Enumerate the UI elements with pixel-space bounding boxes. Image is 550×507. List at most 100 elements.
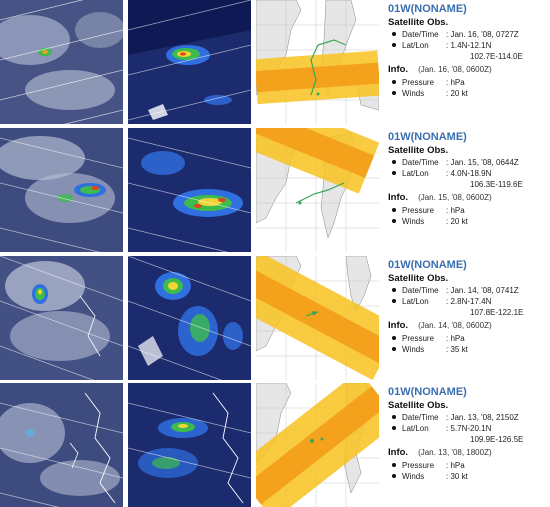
infrared-cloud-image[interactable] bbox=[0, 256, 123, 380]
winds-label: Winds bbox=[402, 345, 425, 354]
latlon-item: Lat/Lon : 4.0N-18.9N bbox=[392, 169, 491, 179]
datetime-value: : Jan. 16, '08, 0727Z bbox=[446, 30, 519, 39]
datetime-label: Date/Time bbox=[402, 286, 439, 295]
storm-info-panel: 01W(NONAME) Satellite Obs. Date/Time : Ja… bbox=[384, 0, 550, 124]
bullet-icon bbox=[392, 462, 396, 467]
swath-coverage-map[interactable] bbox=[256, 383, 379, 507]
winds-label: Winds bbox=[402, 217, 425, 226]
microwave-rain-image[interactable] bbox=[128, 128, 251, 252]
datetime-label: Date/Time bbox=[402, 413, 439, 422]
storm-info-panel: 01W(NONAME) Satellite Obs. Date/Time : Ja… bbox=[384, 383, 550, 507]
bullet-icon bbox=[392, 159, 396, 164]
satellite-obs-header: Satellite Obs. bbox=[388, 17, 449, 28]
bullet-icon bbox=[392, 170, 396, 175]
winds-item: Winds : 20 kt bbox=[392, 89, 468, 99]
datetime-item: Date/Time : Jan. 15, '08, 0644Z bbox=[392, 158, 519, 168]
info-label: Info. bbox=[388, 447, 409, 458]
info-label: Info. bbox=[388, 192, 409, 203]
obs-row-4: 01W(NONAME) Satellite Obs. Date/Time : Ja… bbox=[0, 383, 550, 507]
microwave-rain-image[interactable] bbox=[128, 0, 251, 124]
pressure-label: Pressure bbox=[402, 78, 435, 87]
winds-item: Winds : 35 kt bbox=[392, 345, 468, 355]
latlon-item: Lat/Lon : 5.7N-20.1N bbox=[392, 424, 491, 434]
info-time: (Jan. 16, '08, 0600Z) bbox=[418, 65, 492, 74]
lat-value: : 4.0N-18.9N bbox=[446, 169, 492, 178]
info-time: (Jan. 14, '08, 0600Z) bbox=[418, 321, 492, 330]
datetime-item: Date/Time : Jan. 16, '08, 0727Z bbox=[392, 30, 519, 40]
swath-coverage-map[interactable] bbox=[256, 0, 379, 124]
pressure-label: Pressure bbox=[402, 461, 435, 470]
latlon-item: Lat/Lon: 1.4N-12.1N bbox=[392, 41, 491, 51]
latlon-item: Lat/Lon : 2.8N-17.4N bbox=[392, 297, 491, 307]
bullet-icon bbox=[392, 207, 396, 212]
satellite-obs-header: Satellite Obs. bbox=[388, 273, 449, 284]
datetime-item: Date/Time : Jan. 14, '08, 0741Z bbox=[392, 286, 519, 296]
bullet-icon bbox=[392, 90, 396, 95]
lon-value: 102.7E-114.0E bbox=[470, 52, 523, 61]
bullet-icon bbox=[392, 42, 396, 47]
bullet-icon bbox=[392, 31, 396, 36]
obs-row-2: 01W(NONAME) Satellite Obs. Date/Time : Ja… bbox=[0, 128, 550, 252]
winds-value: : 20 kt bbox=[446, 89, 468, 98]
lon-value: 106.3E-119.6E bbox=[470, 180, 523, 189]
storm-title[interactable]: 01W(NONAME) bbox=[388, 3, 467, 15]
lat-value: : 5.7N-20.1N bbox=[446, 424, 492, 433]
winds-value: : 20 kt bbox=[446, 217, 468, 226]
datetime-item: Date/Time : Jan. 13, '08, 2150Z bbox=[392, 413, 519, 423]
pressure-item: Pressure: hPa bbox=[392, 461, 465, 471]
latlon-label: Lat/Lon bbox=[402, 297, 429, 306]
bullet-icon bbox=[392, 425, 396, 430]
infrared-cloud-image[interactable] bbox=[0, 128, 123, 252]
bullet-icon bbox=[392, 335, 396, 340]
bullet-icon bbox=[392, 346, 396, 351]
storm-title[interactable]: 01W(NONAME) bbox=[388, 386, 467, 398]
winds-label: Winds bbox=[402, 89, 425, 98]
latlon-label: Lat/Lon bbox=[402, 424, 429, 433]
microwave-rain-image[interactable] bbox=[128, 383, 251, 507]
latlon-label: Lat/Lon bbox=[402, 169, 429, 178]
pressure-item: Pressure : hPa bbox=[392, 334, 465, 344]
info-time: (Jan. 15, '08, 0600Z) bbox=[418, 193, 492, 202]
storm-title[interactable]: 01W(NONAME) bbox=[388, 259, 467, 271]
info-header: Info. (Jan. 14, '08, 0600Z) bbox=[388, 320, 492, 331]
storm-title[interactable]: 01W(NONAME) bbox=[388, 131, 467, 143]
infrared-cloud-image[interactable] bbox=[0, 383, 123, 507]
datetime-value: : Jan. 14, '08, 0741Z bbox=[446, 286, 519, 295]
pressure-item: Pressure: hPa bbox=[392, 78, 465, 88]
winds-item: Winds : 30 kt bbox=[392, 472, 468, 482]
winds-label: Winds bbox=[402, 472, 425, 481]
info-header: Info. (Jan. 13, '08, 1800Z) bbox=[388, 447, 492, 458]
datetime-value: : Jan. 13, '08, 2150Z bbox=[446, 413, 519, 422]
microwave-rain-image[interactable] bbox=[128, 256, 251, 380]
winds-value: : 35 kt bbox=[446, 345, 468, 354]
datetime-label: Date/Time bbox=[402, 30, 439, 39]
info-header: Info. (Jan. 15, '08, 0600Z) bbox=[388, 192, 492, 203]
info-label: Info. bbox=[388, 320, 409, 331]
obs-row-3: 01W(NONAME) Satellite Obs. Date/Time : Ja… bbox=[0, 256, 550, 380]
pressure-value: : hPa bbox=[446, 334, 465, 343]
lat-value: : 2.8N-17.4N bbox=[446, 297, 492, 306]
lat-value: : 1.4N-12.1N bbox=[446, 41, 492, 50]
winds-value: : 30 kt bbox=[446, 472, 468, 481]
satellite-obs-header: Satellite Obs. bbox=[388, 400, 449, 411]
datetime-label: Date/Time bbox=[402, 158, 439, 167]
pressure-label: Pressure bbox=[402, 206, 435, 215]
info-header: Info. (Jan. 16, '08, 0600Z) bbox=[388, 64, 492, 75]
lon-value: 107.8E-122.1E bbox=[470, 308, 524, 317]
satellite-obs-header: Satellite Obs. bbox=[388, 145, 449, 156]
bullet-icon bbox=[392, 473, 396, 478]
swath-coverage-map[interactable] bbox=[256, 128, 379, 252]
datetime-value: : Jan. 15, '08, 0644Z bbox=[446, 158, 519, 167]
info-time: (Jan. 13, '08, 1800Z) bbox=[418, 448, 492, 457]
bullet-icon bbox=[392, 218, 396, 223]
info-label: Info. bbox=[388, 64, 409, 75]
pressure-item: Pressure: hPa bbox=[392, 206, 465, 216]
storm-info-panel: 01W(NONAME) Satellite Obs. Date/Time : Ja… bbox=[384, 128, 550, 252]
storm-info-panel: 01W(NONAME) Satellite Obs. Date/Time : Ja… bbox=[384, 256, 550, 380]
obs-row-1: 01W(NONAME) Satellite Obs. Date/Time : Ja… bbox=[0, 0, 550, 124]
infrared-cloud-image[interactable] bbox=[0, 0, 123, 124]
bullet-icon bbox=[392, 414, 396, 419]
bullet-icon bbox=[392, 298, 396, 303]
swath-coverage-map[interactable] bbox=[256, 256, 379, 380]
pressure-label: Pressure bbox=[402, 334, 435, 343]
